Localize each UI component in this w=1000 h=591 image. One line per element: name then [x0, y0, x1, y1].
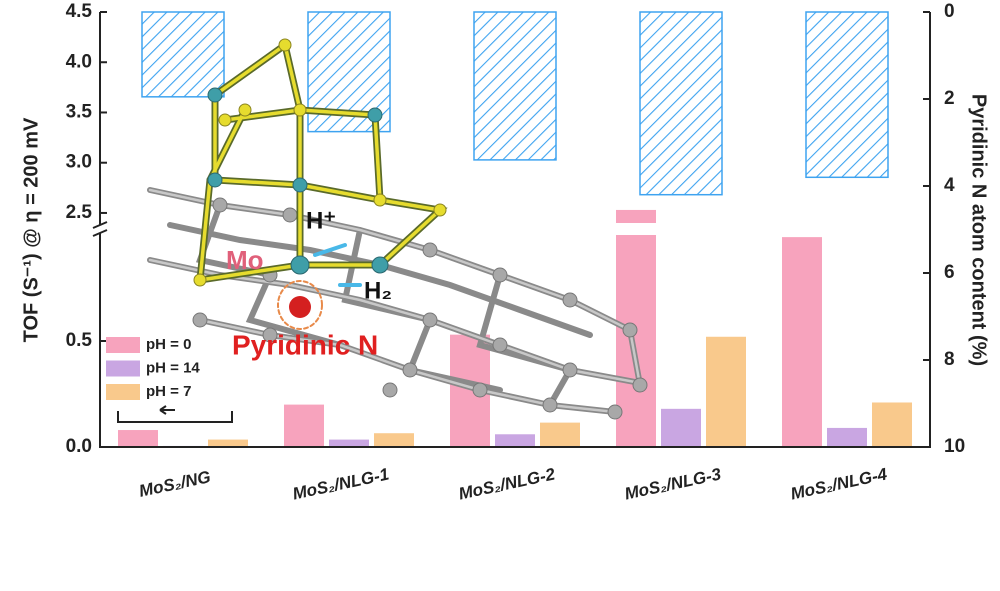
legend-label: pH = 7	[146, 383, 191, 400]
y-tick-label: 0.5	[66, 330, 93, 351]
bar	[540, 422, 580, 447]
y2-tick-label: 10	[944, 436, 965, 457]
x-tick-label: MoS₂/NLG-1	[291, 465, 391, 504]
bar	[329, 439, 369, 447]
legend-swatch	[106, 360, 140, 377]
y-tick-label: 4.5	[66, 1, 93, 22]
x-tick-label: MoS₂/NLG-2	[457, 464, 557, 503]
bar	[805, 11, 889, 179]
axis-indicator	[117, 405, 233, 423]
annotation: H₂	[364, 277, 392, 304]
y-tick-label: 3.5	[66, 101, 93, 122]
y-tick-label: 2.5	[66, 202, 93, 223]
bar	[284, 404, 324, 447]
x-tick-label: MoS₂/NG	[137, 467, 212, 501]
y-tick-label: 0.0	[66, 436, 92, 457]
y-tick-label: 4.0	[66, 51, 92, 72]
bar	[661, 408, 701, 447]
y2-tick-label: 0	[944, 1, 955, 22]
bar	[208, 439, 248, 447]
y2-axis-title: Pyridinic N atom content (%)	[968, 94, 990, 366]
bar	[495, 434, 535, 447]
inset-illustration	[147, 38, 648, 420]
bar	[706, 336, 746, 447]
legend-label: pH = 0	[146, 336, 191, 353]
bar	[872, 402, 912, 447]
y-tick-label: 3.0	[66, 152, 92, 173]
annotation: H⁺	[306, 207, 336, 234]
bar	[827, 427, 867, 447]
x-tick-label: MoS₂/NLG-4	[789, 464, 889, 503]
legend-label: pH = 14	[146, 359, 200, 376]
y2-tick-label: 4	[944, 175, 955, 196]
bar	[374, 433, 414, 447]
annotation: Mo	[226, 245, 264, 275]
y2-tick-label: 8	[944, 349, 955, 370]
bar	[141, 11, 225, 98]
bar	[616, 209, 656, 223]
bar	[118, 430, 158, 447]
bar	[616, 235, 656, 447]
legend-swatch	[106, 384, 140, 400]
bar	[782, 237, 822, 447]
axis-break	[92, 221, 108, 237]
annotation: Pyridinic N	[232, 329, 378, 360]
y-axis-title: TOF (S⁻¹) @ η = 200 mV	[20, 117, 42, 342]
bar	[639, 11, 723, 196]
x-tick-label: MoS₂/NLG-3	[623, 464, 723, 503]
bar	[473, 11, 557, 161]
y2-tick-label: 6	[944, 262, 955, 283]
legend-swatch	[106, 337, 140, 353]
y2-tick-label: 2	[944, 88, 955, 109]
